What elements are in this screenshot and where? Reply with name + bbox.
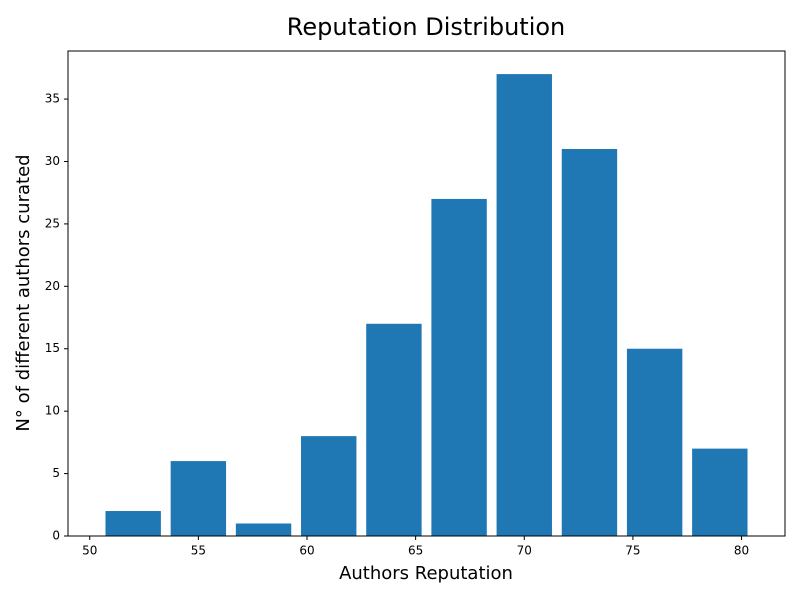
bar (496, 74, 552, 536)
y-tick-label: 20 (45, 279, 60, 293)
y-tick-label: 15 (45, 341, 60, 355)
y-axis-label: N° of different authors curated (13, 154, 34, 431)
y-tick-label: 5 (52, 466, 60, 480)
y-tick-label: 25 (45, 216, 60, 230)
x-tick-label: 75 (625, 544, 640, 558)
bar (170, 461, 227, 536)
x-tick-label: 70 (517, 544, 532, 558)
bar (366, 323, 422, 536)
x-tick-label: 60 (299, 544, 314, 558)
y-tick-label: 30 (45, 154, 60, 168)
x-tick-label: 50 (82, 544, 97, 558)
bar (105, 511, 161, 536)
bar (431, 198, 487, 536)
bar (626, 348, 683, 536)
bar (235, 523, 292, 536)
bar (301, 436, 357, 536)
bar (561, 148, 618, 536)
y-tick-label: 35 (45, 92, 60, 106)
x-tick-label: 65 (408, 544, 423, 558)
bar (692, 448, 748, 536)
y-tick-label: 10 (45, 404, 60, 418)
x-axis-label: Authors Reputation (339, 563, 513, 584)
x-tick-label: 80 (734, 544, 749, 558)
y-tick-label: 0 (52, 529, 60, 543)
chart-title: Reputation Distribution (287, 13, 566, 41)
plot-frame (67, 50, 786, 537)
x-tick-label: 55 (191, 544, 206, 558)
